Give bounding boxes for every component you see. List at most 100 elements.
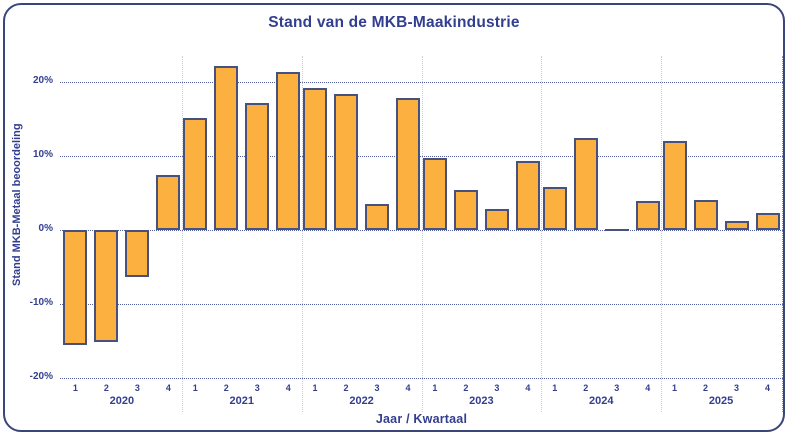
bar-groups: 1 2 3 4 2020 1 2 3 4 2021 1 2 3 4 2022 1 2 3 4 2023 1 2 3 4 2024…	[62, 56, 781, 414]
quarter-labels-2023: 1 2 3 4	[421, 383, 541, 393]
ytick-label--20%: -20%	[29, 371, 53, 382]
bar-2022-q3	[365, 204, 390, 230]
quarter-label: 3	[494, 383, 500, 393]
ytick-label-10%: 10%	[32, 149, 53, 160]
quarter-label: 2	[463, 383, 469, 393]
year-label-2021: 2021	[229, 395, 254, 407]
y-axis-title: Stand MKB-Metaal beoordeling	[11, 123, 23, 286]
bar-2020-q2	[94, 230, 119, 342]
bar-2022-q1	[303, 87, 328, 230]
quarter-label: 4	[165, 383, 171, 393]
bars-2024	[541, 56, 661, 378]
bar-slot	[693, 56, 718, 378]
ytick-label--10%: -10%	[29, 297, 53, 308]
bar-2021-q2	[214, 65, 239, 230]
bar-2023-q1	[422, 158, 447, 230]
bar-slot	[542, 56, 567, 378]
bar-slot	[125, 56, 150, 378]
quarter-labels-2024: 1 2 3 4	[541, 383, 661, 393]
bars-2022	[302, 56, 422, 378]
quarter-label: 4	[525, 383, 531, 393]
bar-slot	[334, 56, 359, 378]
bars-2023	[421, 56, 541, 378]
quarter-label: 1	[552, 383, 558, 393]
bar-slot	[515, 56, 540, 378]
bar-slot	[276, 56, 301, 378]
bar-2021-q3	[245, 102, 270, 230]
bar-2021-q4	[276, 71, 301, 230]
quarter-label: 3	[614, 383, 620, 393]
bar-slot	[755, 56, 780, 378]
quarter-label: 2	[583, 383, 589, 393]
bar-2022-q2	[334, 93, 359, 230]
bar-2025-q3	[724, 221, 749, 230]
bars-2021	[182, 56, 302, 378]
year-label-2022: 2022	[349, 395, 374, 407]
bar-slot	[484, 56, 509, 378]
ytick-label-20%: 20%	[32, 75, 53, 86]
quarter-label: 2	[343, 383, 349, 393]
quarter-label: 2	[703, 383, 709, 393]
bar-slot	[183, 56, 208, 378]
bar-slot	[453, 56, 478, 378]
bar-slot	[604, 56, 629, 378]
quarter-label: 3	[374, 383, 380, 393]
bar-2020-q1	[63, 230, 88, 346]
bar-2024-q4	[635, 201, 660, 230]
bar-slot	[156, 56, 181, 378]
bar-2020-q4	[156, 174, 181, 230]
quarter-label: 2	[103, 383, 109, 393]
quarter-labels-2020: 1 2 3 4	[62, 383, 182, 393]
quarter-label: 3	[254, 383, 260, 393]
quarter-labels-2021: 1 2 3 4	[182, 383, 302, 393]
bar-slot	[365, 56, 390, 378]
bar-slot	[245, 56, 270, 378]
bar-2023-q3	[484, 208, 509, 230]
quarter-labels-2025: 1 2 3 4	[661, 383, 781, 393]
quarter-label: 4	[285, 383, 291, 393]
bar-slot	[422, 56, 447, 378]
bar-2024-q3	[604, 229, 629, 231]
quarter-label: 1	[72, 383, 78, 393]
chart-title: Stand van de MKB-Maakindustrie	[268, 14, 520, 31]
quarter-label: 1	[672, 383, 678, 393]
bar-2020-q3	[125, 230, 150, 278]
bar-2025-q4	[755, 212, 780, 230]
year-group-2022: 1 2 3 4 2022	[302, 56, 422, 414]
chart-frame: Stand van de MKB-Maakindustrie Stand MKB…	[3, 3, 785, 432]
bar-2024-q1	[542, 187, 567, 230]
bar-2025-q2	[693, 200, 718, 230]
quarter-label: 4	[765, 383, 771, 393]
quarter-label: 4	[405, 383, 411, 393]
bar-slot	[635, 56, 660, 378]
bar-slot	[303, 56, 328, 378]
bar-2023-q4	[515, 161, 540, 230]
quarter-label: 3	[734, 383, 740, 393]
x-axis-title: Jaar / Kwartaal	[375, 412, 468, 426]
year-group-2023: 1 2 3 4 2023	[421, 56, 541, 414]
bar-2024-q2	[573, 138, 598, 230]
bars-2020	[62, 56, 182, 378]
bar-2025-q1	[662, 141, 687, 230]
year-group-2020: 1 2 3 4 2020	[62, 56, 182, 414]
bar-slot	[63, 56, 88, 378]
year-label-2023: 2023	[469, 395, 494, 407]
bar-slot	[573, 56, 598, 378]
quarter-labels-2022: 1 2 3 4	[302, 383, 422, 393]
year-group-2024: 1 2 3 4 2024	[541, 56, 661, 414]
quarter-label: 2	[223, 383, 229, 393]
bars-2025	[661, 56, 781, 378]
bar-slot	[724, 56, 749, 378]
quarter-label: 4	[645, 383, 651, 393]
quarter-label: 1	[432, 383, 438, 393]
year-label-2025: 2025	[708, 395, 734, 407]
year-group-2025: 1 2 3 4 2025	[661, 56, 781, 414]
year-group-2021: 1 2 3 4 2021	[182, 56, 302, 414]
year-label-2020: 2020	[109, 395, 135, 407]
bar-2023-q2	[453, 190, 478, 230]
bar-slot	[396, 56, 421, 378]
bar-slot	[214, 56, 239, 378]
bar-slot	[94, 56, 119, 378]
ytick-label-0%: 0%	[38, 223, 53, 234]
bar-2022-q4	[396, 97, 421, 230]
